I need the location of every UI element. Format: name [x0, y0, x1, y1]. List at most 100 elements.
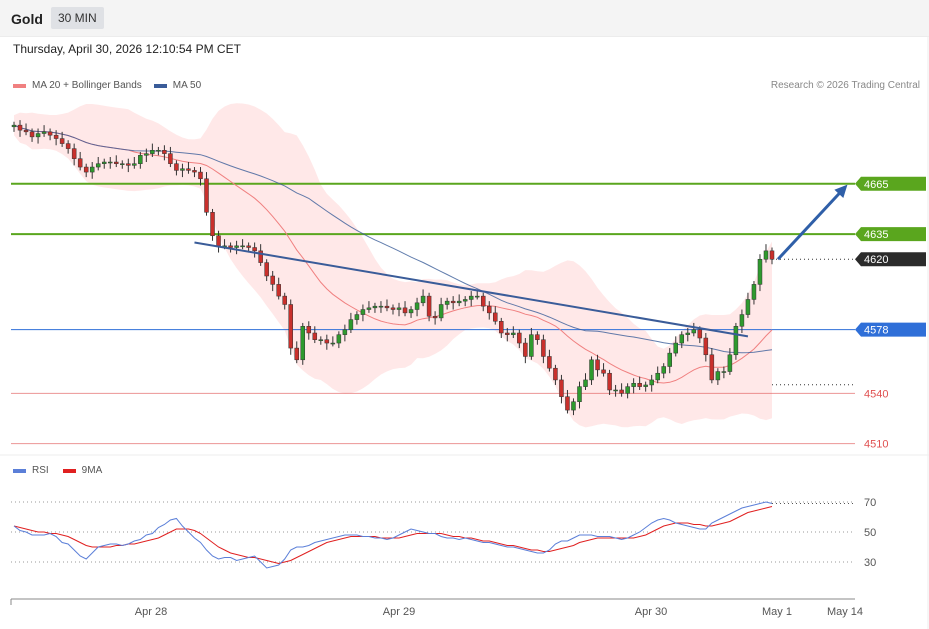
candle-body [505, 332, 510, 335]
legend-rsi: RSI [13, 465, 49, 476]
candle-body [53, 134, 59, 139]
candle-body [330, 342, 336, 345]
candle-body [529, 334, 534, 357]
candle-body [180, 168, 185, 171]
candle-body [595, 359, 600, 371]
candle-body [703, 337, 709, 356]
resistance-tag-4665 [855, 176, 926, 191]
candle-body [517, 332, 522, 344]
candle-body [493, 312, 498, 322]
candle-body [83, 166, 89, 173]
candle-body [613, 389, 618, 392]
candle-body [348, 319, 354, 330]
instrument-title: Gold [11, 11, 43, 27]
candle-body [438, 304, 444, 319]
candle-body [318, 339, 324, 341]
timeframe-selector[interactable]: 30 MIN [51, 7, 104, 29]
candle-body [65, 143, 71, 149]
candle-body [174, 163, 179, 171]
legend-ma50-label: MA 50 [172, 80, 202, 91]
candle-body [444, 300, 450, 305]
candle-body [17, 124, 23, 131]
candle-body [294, 347, 299, 361]
candle-body [288, 304, 293, 349]
candle-body [354, 314, 360, 320]
candle-body [553, 367, 558, 381]
candle-body [709, 354, 715, 381]
candle-body [655, 372, 660, 381]
candle-body [132, 163, 137, 166]
candle-body [769, 250, 775, 260]
candle-body [47, 131, 53, 136]
candle-body [643, 384, 648, 387]
rsi-swatch [13, 468, 26, 473]
candle-body [661, 366, 666, 374]
candle-body [366, 307, 372, 310]
candle-body [162, 150, 167, 154]
ma20-swatch [13, 83, 26, 88]
candle-body [462, 299, 468, 302]
support-label-4510: 4510 [864, 439, 888, 451]
candle-body [739, 314, 745, 327]
candle-body [114, 161, 119, 164]
candle-body [150, 150, 155, 154]
candle-body [300, 326, 306, 361]
candle-body [216, 235, 221, 247]
candle-body [89, 166, 95, 173]
candle-body [450, 300, 456, 304]
candle-body [77, 158, 83, 168]
candle-body [715, 371, 721, 381]
candle-body [156, 150, 161, 152]
candle-body [138, 155, 143, 164]
candles-group [11, 120, 775, 416]
last-price-label: 4620 [864, 254, 888, 266]
candle-body [637, 383, 642, 387]
x-tick-label: Apr 28 [135, 606, 167, 618]
x-tick-label: May 1 [762, 606, 792, 618]
candle-body [312, 332, 318, 340]
support-label-4540: 4540 [864, 388, 888, 400]
candle-body [679, 334, 685, 344]
candle-body [264, 262, 269, 277]
rsi-tick-30: 30 [864, 557, 876, 569]
candle-body [697, 329, 703, 339]
x-tick-label: Apr 29 [383, 606, 415, 618]
candle-body [95, 163, 101, 168]
candle-body [625, 386, 630, 394]
header-bar: Gold 30 MIN [0, 0, 929, 37]
candle-body [378, 305, 384, 308]
candle-body [29, 131, 35, 138]
candle-body [547, 356, 552, 369]
candle-body [583, 379, 588, 387]
candle-body [342, 329, 348, 335]
legend-9ma: 9MA [62, 465, 102, 476]
candle-body [667, 352, 672, 367]
candle-body [559, 379, 564, 397]
trend-line [194, 241, 749, 338]
candle-body [601, 369, 606, 374]
candle-body [565, 396, 570, 411]
candle-body [228, 245, 233, 248]
candle-body [35, 133, 41, 138]
candle-body [541, 339, 546, 357]
candle-body [372, 305, 378, 309]
candle-body [204, 178, 209, 213]
candle-body [59, 138, 65, 144]
candle-body [673, 342, 678, 354]
candle-body [426, 295, 432, 317]
candle-body [607, 372, 612, 391]
forecast-arrow-head [834, 184, 848, 199]
resistance-label-4635: 4635 [864, 229, 888, 241]
candle-body [120, 163, 125, 165]
candle-body [198, 171, 203, 180]
candle-body [396, 307, 402, 310]
candle-body [499, 321, 504, 334]
candle-body [126, 163, 131, 166]
candle-body [210, 212, 215, 237]
resistance-label-4665: 4665 [864, 179, 888, 191]
candle-body [577, 386, 582, 402]
candle-body [258, 250, 263, 263]
candle-body [282, 295, 287, 305]
candle-body [384, 305, 390, 309]
